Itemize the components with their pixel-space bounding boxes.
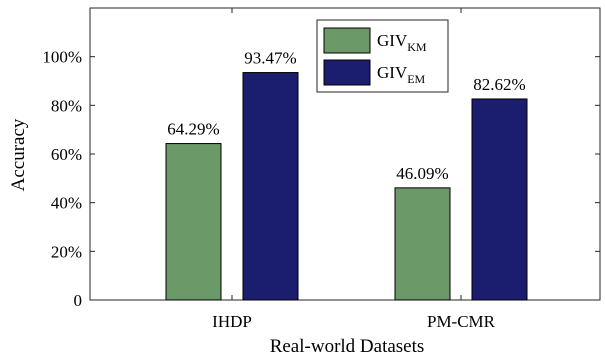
y-axis-ticks: 0 20% 40% 60% 80% 100% xyxy=(42,48,600,310)
y-tick-label: 60% xyxy=(51,145,82,164)
bar-value-label: 93.47% xyxy=(244,49,296,68)
legend-swatch xyxy=(323,27,371,54)
x-tick-label: IHDP xyxy=(212,312,252,331)
y-tick-label: 40% xyxy=(51,194,82,213)
y-tick-label: 0 xyxy=(74,291,83,310)
x-axis-label: Real-world Datasets xyxy=(270,336,425,357)
bar-km-pm-cmr xyxy=(394,187,451,301)
legend-swatch xyxy=(323,59,371,86)
bar-value-label: 82.62% xyxy=(473,75,525,94)
bar-value-labels: 64.29% 93.47% 46.09% 82.62% xyxy=(167,49,525,183)
y-tick-label: 80% xyxy=(51,96,82,115)
y-axis-label: Accuracy xyxy=(8,118,29,191)
bar-em-pm-cmr xyxy=(471,98,528,301)
bar-km-ihdp xyxy=(165,143,222,301)
legend: GIVKM GIVEM xyxy=(316,19,449,93)
x-tick-label: PM-CMR xyxy=(427,312,496,331)
y-tick-label: 20% xyxy=(51,242,82,261)
bar-em-ihdp xyxy=(242,72,299,301)
y-tick-label: 100% xyxy=(42,48,82,67)
bar-value-label: 64.29% xyxy=(167,120,219,139)
x-axis-ticks: IHDP PM-CMR xyxy=(212,8,496,331)
legend-entry-label: GIVKM xyxy=(377,31,427,54)
bars xyxy=(165,72,528,301)
legend-entry-label: GIVEM xyxy=(377,63,426,86)
bar-value-label: 46.09% xyxy=(396,164,448,183)
